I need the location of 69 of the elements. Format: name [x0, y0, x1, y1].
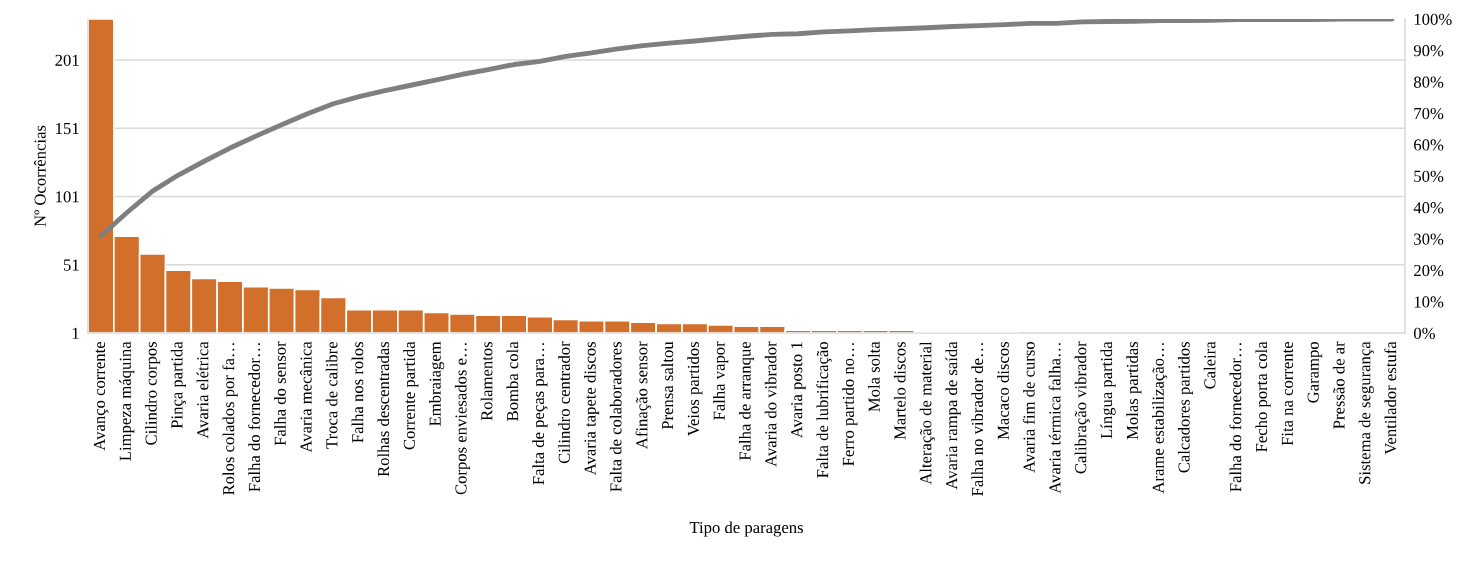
x-tick-label: Falta de peças para…	[532, 343, 548, 485]
y2-tick-label: 30%	[1414, 233, 1444, 245]
y-tick-label: 201	[55, 54, 79, 66]
x-tick-label: Rolamentos	[480, 341, 493, 421]
y-tick-label: 101	[56, 191, 79, 203]
x-tick-label: Pinça partida	[170, 341, 186, 429]
x-tick-label: Veios partidos	[687, 341, 703, 437]
x-tick-label: Macaco discos	[997, 341, 1009, 440]
x-tick-label: Fecho porta cola	[1255, 341, 1271, 452]
y2-tick-label: 50%	[1414, 170, 1444, 182]
x-tick-label: Afinação sensor	[635, 341, 651, 449]
x-tick-label: Corrente partida	[403, 341, 419, 450]
y2-tick-label: 0%	[1413, 327, 1435, 339]
x-tick-label: Alteração de material	[919, 341, 935, 485]
x-tick-label: Falha nos rolos	[351, 341, 364, 443]
x-tick-label: Corpos enviesados e…	[454, 343, 470, 495]
x-tick-label: Prensa saltou	[661, 341, 674, 430]
x-tick-label: Avaria rampa de saída	[945, 341, 961, 490]
x-tick-label: Avaria posto 1	[791, 342, 806, 439]
x-tick-label: Molas partidas	[1126, 341, 1142, 440]
x-tick-label: Avaria elétrica	[196, 341, 209, 439]
x-tick-label: Falha no vibrador de…	[971, 343, 984, 496]
x-tick-label: Língua partida	[1100, 341, 1116, 439]
x-tick-label: Garampo	[1307, 341, 1323, 403]
x-tick-label: Falha do fornecedor…	[248, 343, 261, 492]
x-tick-label: Rolos colados por fa…	[222, 343, 238, 495]
y-tick-label: 151	[56, 123, 79, 135]
x-tick-label: Falha do sensor	[274, 341, 286, 446]
y2-tick-label: 60%	[1414, 139, 1444, 151]
x-tick-label: Avaria fim de curso	[1022, 341, 1035, 473]
x-tick-label: Falha vapor	[713, 341, 729, 420]
x-tick-label: Falha de arranque	[738, 341, 755, 461]
y2-tick-label: 20%	[1414, 264, 1444, 277]
x-tick-label: Ferro partido no…	[842, 343, 858, 466]
x-tick-label: Limpeza máquina	[119, 341, 135, 461]
x-tick-label: Calcadores partidos	[1177, 341, 1194, 473]
y2-tick-label: 80%	[1413, 76, 1444, 88]
x-tick-label: Fita na corrente	[1281, 341, 1293, 446]
x-tick-label: Avanço corrente	[93, 341, 109, 451]
x-tick-label: Ventilador estufa	[1384, 341, 1397, 455]
x-tick-label: Falta de colaboradores	[609, 341, 622, 492]
x-tick-label: Mola solta	[868, 341, 880, 412]
x-tick-label: Falta de lubrificação	[816, 341, 832, 478]
y2-tick-label: 10%	[1414, 296, 1444, 308]
x-axis-title: Tipo de paragens	[689, 521, 803, 537]
y-tick-label: 1	[72, 327, 79, 339]
x-tick-label: Bomba cola	[506, 341, 519, 421]
x-tick-label: Caleira	[1203, 341, 1216, 389]
x-tick-label: Rolhas descentradas	[377, 341, 390, 477]
x-tick-label: Falha do fornecedor…	[1229, 343, 1242, 492]
x-tick-label: Avaria mecânica	[299, 341, 312, 453]
x-tick-label: Troca de calibre	[325, 341, 338, 449]
x-tick-label: Arame estabilização…	[1152, 343, 1168, 494]
y2-tick-label: 70%	[1414, 107, 1444, 120]
x-tick-label: Embraiagem	[429, 341, 445, 426]
x-tick-label: Cilindro centrador	[558, 341, 570, 464]
x-tick-label: Avaria térmica falha…	[1048, 343, 1061, 494]
x-tick-label: Avaria do vibrador	[764, 341, 777, 467]
x-tick-label: Pressão de ar	[1332, 341, 1345, 429]
x-tick-label: Sistema de segurança	[1358, 341, 1374, 484]
y-axis-title: Nº Ocorrências	[33, 125, 46, 227]
x-tick-label: Martelo discos	[893, 341, 906, 440]
x-tick-label: Calibração vibrador	[1074, 341, 1090, 474]
x-tick-label: Cilindro corpos	[145, 341, 161, 445]
y-tick-label: 51	[63, 259, 79, 271]
y2-tick-label: 100%	[1414, 13, 1452, 25]
x-tick-label: Avaria tapete discos	[584, 341, 600, 476]
y2-tick-label: 40%	[1413, 202, 1444, 214]
y2-tick-label: 90%	[1413, 45, 1444, 57]
